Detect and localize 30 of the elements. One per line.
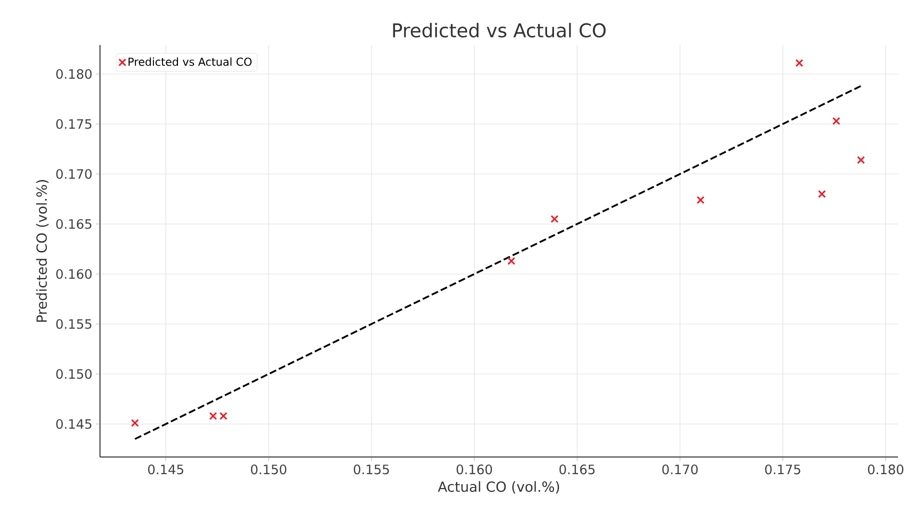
x-tick-label: 0.150	[250, 464, 286, 474]
point	[795, 59, 804, 67]
x-tick-label: 0.165	[559, 464, 595, 474]
x-axis-title: Actual CO (vol.%)	[438, 481, 560, 494]
legend-label: Predicted vs Actual CO	[128, 57, 252, 66]
point	[130, 419, 139, 427]
point	[696, 196, 705, 204]
y-tick-label: 0.155	[56, 319, 92, 329]
x-tick-label: 0.155	[354, 464, 389, 474]
point	[219, 412, 228, 420]
point	[209, 412, 218, 420]
x-tick-label: 0.145	[148, 464, 184, 474]
y-tick-label: 0.180	[56, 69, 92, 79]
point	[857, 156, 865, 164]
x-tick-label: 0.170	[662, 464, 698, 474]
y-tick-label: 0.165	[56, 219, 92, 229]
y-tick-label: 0.145	[56, 419, 92, 429]
point	[507, 257, 516, 265]
y-tick-label: 0.175	[56, 119, 92, 129]
x-tick-label: 0.160	[456, 464, 492, 474]
point	[550, 215, 559, 223]
y-axis-title: Predicted CO (vol.%)	[36, 180, 49, 322]
x-tick-label: 0.175	[765, 464, 800, 474]
x-tick-label: 0.180	[868, 464, 904, 474]
y-tick-label: 0.170	[56, 169, 92, 179]
point	[818, 190, 826, 198]
chart-title: Predicted vs Actual CO	[393, 22, 606, 38]
y-tick-label: 0.160	[56, 269, 92, 279]
point	[832, 117, 840, 125]
y-tick-label: 0.150	[56, 369, 92, 379]
